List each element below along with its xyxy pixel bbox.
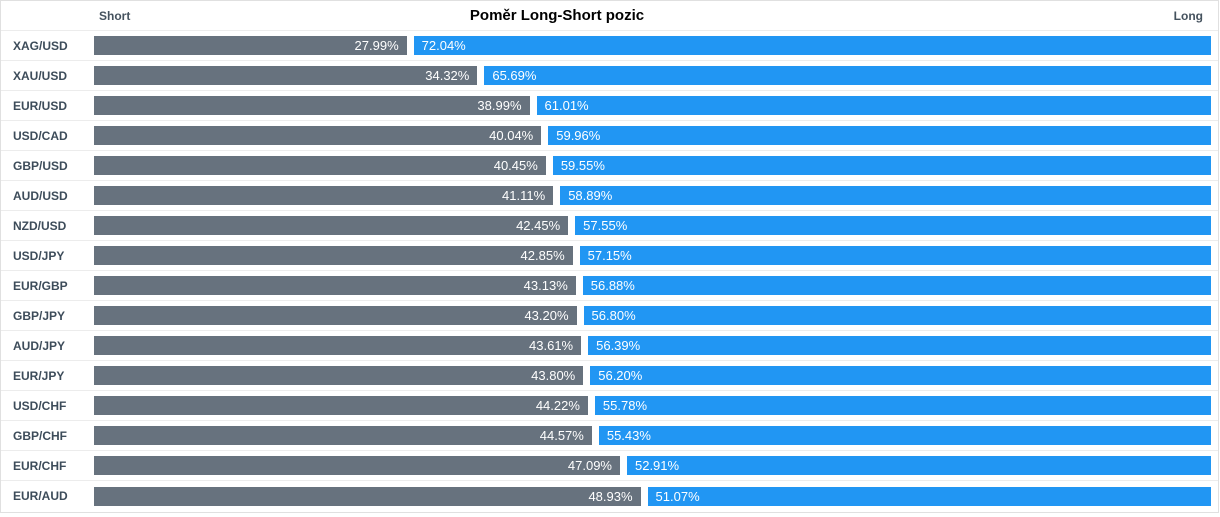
long-bar: 65.69% [484, 66, 1211, 85]
bar-pair: 40.45% 59.55% [94, 156, 1211, 175]
short-bar: 44.22% [94, 396, 588, 415]
chart-row: GBP/JPY 43.20% 56.80% [1, 301, 1218, 331]
currency-pair-label: AUD/JPY [13, 338, 66, 353]
chart-row: USD/JPY 42.85% 57.15% [1, 241, 1218, 271]
short-bar: 43.80% [94, 366, 584, 385]
currency-pair-label: NZD/USD [13, 218, 67, 233]
short-bar: 43.20% [94, 306, 577, 325]
long-bar: 52.91% [626, 456, 1211, 475]
chart-row: EUR/CHF 47.09% 52.91% [1, 451, 1218, 481]
long-bar: 59.96% [548, 126, 1211, 145]
chart-row: NZD/USD 42.45% 57.55% [1, 211, 1218, 241]
currency-pair-label: GBP/JPY [13, 308, 66, 323]
long-bar: 56.39% [588, 336, 1211, 355]
chart-row: GBP/USD 40.45% 59.55% [1, 151, 1218, 181]
long-bar: 56.20% [590, 366, 1211, 385]
short-bar: 34.32% [94, 66, 478, 85]
long-bar: 51.07% [647, 486, 1211, 506]
chart-row: GBP/CHF 44.57% 55.43% [1, 421, 1218, 451]
chart-row: USD/CHF 44.22% 55.78% [1, 391, 1218, 421]
short-bar: 38.99% [94, 96, 530, 115]
bar-pair: 42.85% 57.15% [94, 246, 1211, 265]
currency-pair-label: EUR/USD [13, 98, 68, 113]
currency-pair-label: EUR/GBP [13, 278, 68, 293]
bar-pair: 43.61% 56.39% [94, 336, 1211, 355]
currency-pair-label: USD/CAD [13, 128, 68, 143]
bar-pair: 48.93% 51.07% [94, 486, 1211, 506]
bar-pair: 43.20% 56.80% [94, 306, 1211, 325]
currency-pair-label: GBP/USD [13, 158, 68, 173]
chart-row: AUD/JPY 43.61% 56.39% [1, 331, 1218, 361]
chart-row: EUR/JPY 43.80% 56.20% [1, 361, 1218, 391]
long-bar: 57.15% [579, 246, 1211, 265]
long-axis-label: Long [1173, 9, 1203, 23]
short-bar: 43.13% [94, 276, 576, 295]
short-bar: 47.09% [94, 456, 620, 475]
bar-pair: 43.80% 56.20% [94, 366, 1211, 385]
short-bar: 48.93% [94, 486, 641, 506]
long-bar: 56.80% [583, 306, 1211, 325]
long-bar: 56.88% [582, 276, 1211, 295]
bar-pair: 44.57% 55.43% [94, 426, 1211, 445]
long-bar: 57.55% [575, 216, 1211, 235]
long-bar: 55.43% [598, 426, 1211, 445]
chart-row: EUR/GBP 43.13% 56.88% [1, 271, 1218, 301]
chart-rows: XAG/USD 27.99% 72.04% XAU/USD 34.32% 65.… [1, 31, 1218, 511]
chart-row: AUD/USD 41.11% 58.89% [1, 181, 1218, 211]
currency-pair-label: EUR/JPY [13, 368, 65, 383]
bar-pair: 41.11% 58.89% [94, 186, 1211, 205]
bar-pair: 42.45% 57.55% [94, 216, 1211, 235]
currency-pair-label: EUR/CHF [13, 458, 67, 473]
chart-row: XAG/USD 27.99% 72.04% [1, 31, 1218, 61]
bar-pair: 40.04% 59.96% [94, 126, 1211, 145]
chart-row: USD/CAD 40.04% 59.96% [1, 121, 1218, 151]
chart-title: Poměr Long-Short pozic [469, 7, 645, 24]
short-bar: 40.04% [94, 126, 542, 145]
bar-pair: 44.22% 55.78% [94, 396, 1211, 415]
currency-pair-label: XAU/USD [13, 68, 68, 83]
currency-pair-label: AUD/USD [13, 188, 68, 203]
long-bar: 72.04% [413, 36, 1211, 55]
long-bar: 55.78% [594, 396, 1211, 415]
bar-pair: 34.32% 65.69% [94, 66, 1211, 85]
bar-pair: 47.09% 52.91% [94, 456, 1211, 475]
chart-row: EUR/USD 38.99% 61.01% [1, 91, 1218, 121]
short-bar: 43.61% [94, 336, 582, 355]
short-bar: 27.99% [94, 36, 407, 55]
currency-pair-label: USD/CHF [13, 398, 67, 413]
short-axis-label: Short [99, 9, 131, 23]
bar-pair: 43.13% 56.88% [94, 276, 1211, 295]
bar-pair: 27.99% 72.04% [94, 36, 1211, 55]
long-bar: 59.55% [552, 156, 1211, 175]
currency-pair-label: XAG/USD [13, 38, 68, 53]
chart-header: Short Poměr Long-Short pozic Long [1, 1, 1218, 31]
short-bar: 42.45% [94, 216, 569, 235]
short-bar: 40.45% [94, 156, 546, 175]
short-bar: 41.11% [94, 186, 554, 205]
short-bar: 42.85% [94, 246, 573, 265]
short-bar: 44.57% [94, 426, 592, 445]
long-bar: 58.89% [560, 186, 1211, 205]
bar-pair: 38.99% 61.01% [94, 96, 1211, 115]
currency-pair-label: GBP/CHF [13, 428, 67, 443]
long-bar: 61.01% [536, 96, 1211, 115]
currency-pair-label: EUR/AUD [13, 489, 68, 503]
chart-row: XAU/USD 34.32% 65.69% [1, 61, 1218, 91]
chart-row: EUR/AUD 48.93% 51.07% [1, 481, 1218, 511]
currency-pair-label: USD/JPY [13, 248, 65, 263]
